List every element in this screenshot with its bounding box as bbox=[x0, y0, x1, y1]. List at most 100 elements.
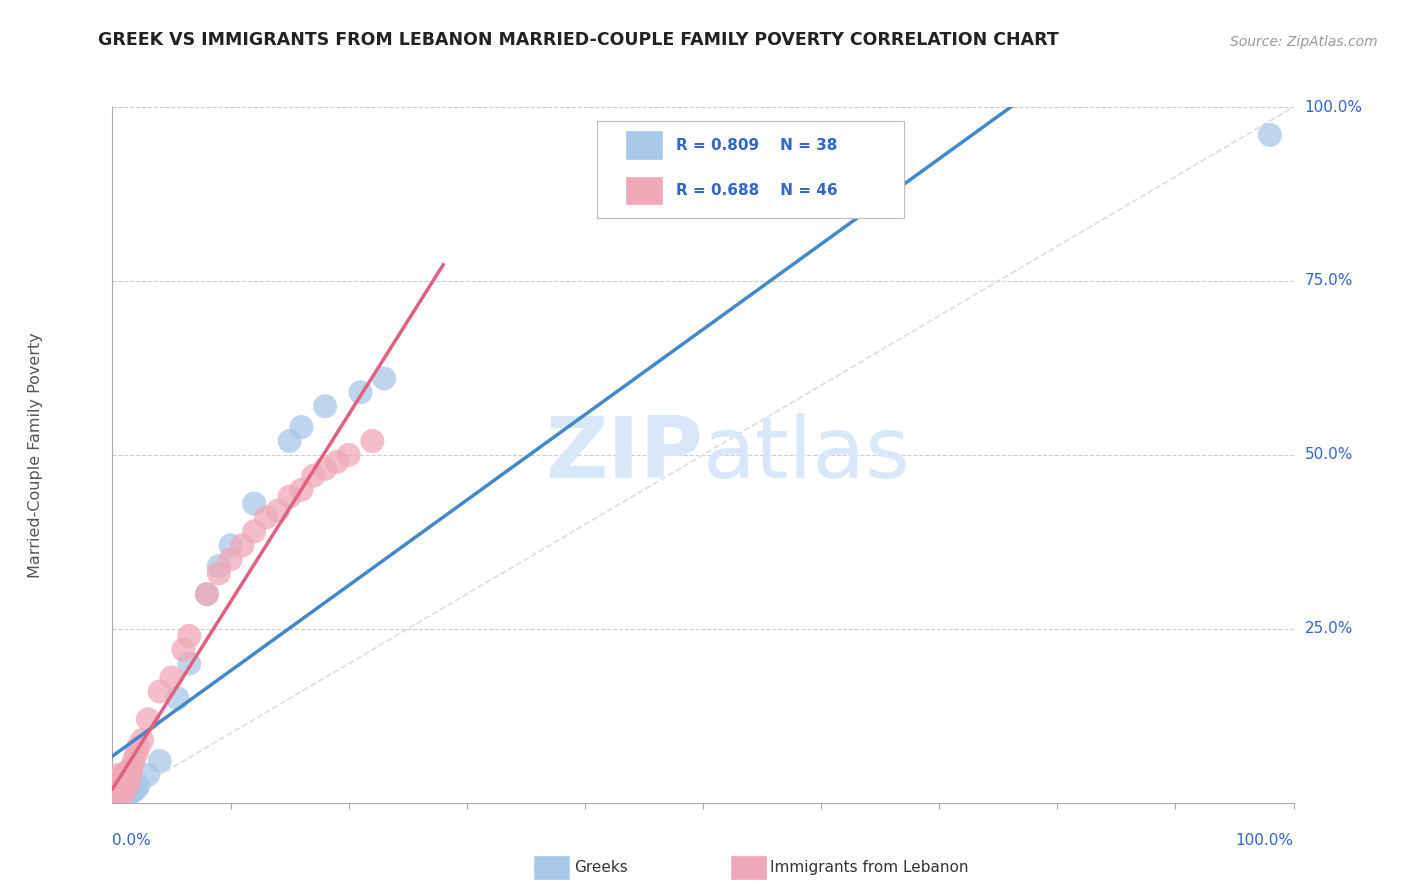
Point bbox=[117, 788, 139, 802]
Point bbox=[172, 642, 194, 657]
Point bbox=[314, 462, 336, 476]
Point bbox=[118, 775, 141, 789]
Text: 100.0%: 100.0% bbox=[1236, 833, 1294, 848]
Point bbox=[326, 455, 349, 469]
Point bbox=[120, 786, 142, 800]
Point bbox=[373, 371, 395, 385]
Point bbox=[278, 434, 301, 448]
Point bbox=[114, 788, 136, 802]
Point bbox=[108, 791, 131, 805]
Point bbox=[105, 772, 128, 786]
Point bbox=[337, 448, 360, 462]
Point bbox=[243, 524, 266, 539]
Text: 0.0%: 0.0% bbox=[112, 833, 152, 848]
Point bbox=[112, 789, 135, 804]
Point bbox=[107, 778, 129, 792]
Point bbox=[114, 778, 136, 792]
Point bbox=[105, 781, 128, 796]
Point bbox=[278, 490, 301, 504]
Text: R = 0.809    N = 38: R = 0.809 N = 38 bbox=[676, 137, 837, 153]
Point bbox=[112, 791, 135, 805]
Point bbox=[149, 684, 172, 698]
Point bbox=[111, 790, 134, 805]
Point bbox=[302, 468, 325, 483]
Point bbox=[127, 740, 149, 755]
Text: Married-Couple Family Poverty: Married-Couple Family Poverty bbox=[28, 332, 44, 578]
Point bbox=[195, 587, 218, 601]
Point bbox=[254, 510, 277, 524]
Point bbox=[267, 503, 290, 517]
Point bbox=[115, 789, 138, 803]
Point bbox=[112, 790, 135, 805]
Point bbox=[125, 781, 148, 796]
Point bbox=[122, 783, 145, 797]
Point bbox=[120, 785, 142, 799]
Point bbox=[107, 785, 129, 799]
Point bbox=[110, 785, 132, 799]
Point bbox=[112, 785, 135, 799]
Point bbox=[290, 483, 312, 497]
Point bbox=[290, 420, 312, 434]
Point bbox=[149, 754, 172, 768]
Point bbox=[118, 787, 141, 801]
Point bbox=[120, 768, 142, 782]
Point bbox=[110, 791, 132, 805]
Point bbox=[122, 754, 145, 768]
Text: Immigrants from Lebanon: Immigrants from Lebanon bbox=[770, 861, 969, 875]
Point bbox=[110, 792, 132, 806]
Text: 75.0%: 75.0% bbox=[1305, 274, 1353, 288]
Point bbox=[108, 781, 131, 796]
Point bbox=[112, 775, 135, 789]
Point bbox=[243, 497, 266, 511]
Text: 100.0%: 100.0% bbox=[1305, 100, 1362, 114]
Point bbox=[125, 747, 148, 761]
Point bbox=[111, 781, 134, 796]
Text: 25.0%: 25.0% bbox=[1305, 622, 1353, 636]
Point bbox=[112, 778, 135, 792]
Text: R = 0.688    N = 46: R = 0.688 N = 46 bbox=[676, 183, 838, 198]
Point bbox=[195, 587, 218, 601]
Point bbox=[105, 794, 128, 808]
Point bbox=[166, 691, 188, 706]
Point bbox=[231, 538, 253, 552]
Point bbox=[114, 789, 136, 804]
Point bbox=[219, 552, 242, 566]
Point bbox=[120, 761, 142, 775]
FancyBboxPatch shape bbox=[596, 121, 904, 219]
Point bbox=[112, 768, 135, 782]
Point bbox=[160, 671, 183, 685]
Point bbox=[110, 778, 132, 792]
Point bbox=[112, 789, 135, 803]
Point bbox=[136, 768, 159, 782]
Point bbox=[108, 775, 131, 789]
Bar bbox=[626, 131, 662, 159]
Point bbox=[107, 792, 129, 806]
Point bbox=[131, 733, 153, 747]
Point bbox=[111, 791, 134, 805]
Text: 50.0%: 50.0% bbox=[1305, 448, 1353, 462]
Point bbox=[111, 775, 134, 789]
Text: Source: ZipAtlas.com: Source: ZipAtlas.com bbox=[1230, 35, 1378, 49]
Point bbox=[108, 793, 131, 807]
Point bbox=[107, 793, 129, 807]
Point bbox=[105, 794, 128, 808]
Text: Greeks: Greeks bbox=[574, 861, 627, 875]
Point bbox=[107, 768, 129, 782]
Text: GREEK VS IMMIGRANTS FROM LEBANON MARRIED-COUPLE FAMILY POVERTY CORRELATION CHART: GREEK VS IMMIGRANTS FROM LEBANON MARRIED… bbox=[98, 31, 1059, 49]
Point bbox=[208, 559, 231, 574]
Point bbox=[105, 778, 128, 792]
Point bbox=[127, 778, 149, 792]
Text: ZIP: ZIP bbox=[546, 413, 703, 497]
Point bbox=[1258, 128, 1281, 142]
Point bbox=[105, 775, 128, 789]
Point bbox=[361, 434, 384, 448]
Point bbox=[136, 712, 159, 726]
Point bbox=[179, 657, 201, 671]
Point bbox=[349, 385, 371, 400]
Point bbox=[117, 764, 139, 779]
Text: atlas: atlas bbox=[703, 413, 911, 497]
Point bbox=[208, 566, 231, 581]
Point bbox=[219, 538, 242, 552]
Point bbox=[179, 629, 201, 643]
Point bbox=[115, 772, 138, 786]
